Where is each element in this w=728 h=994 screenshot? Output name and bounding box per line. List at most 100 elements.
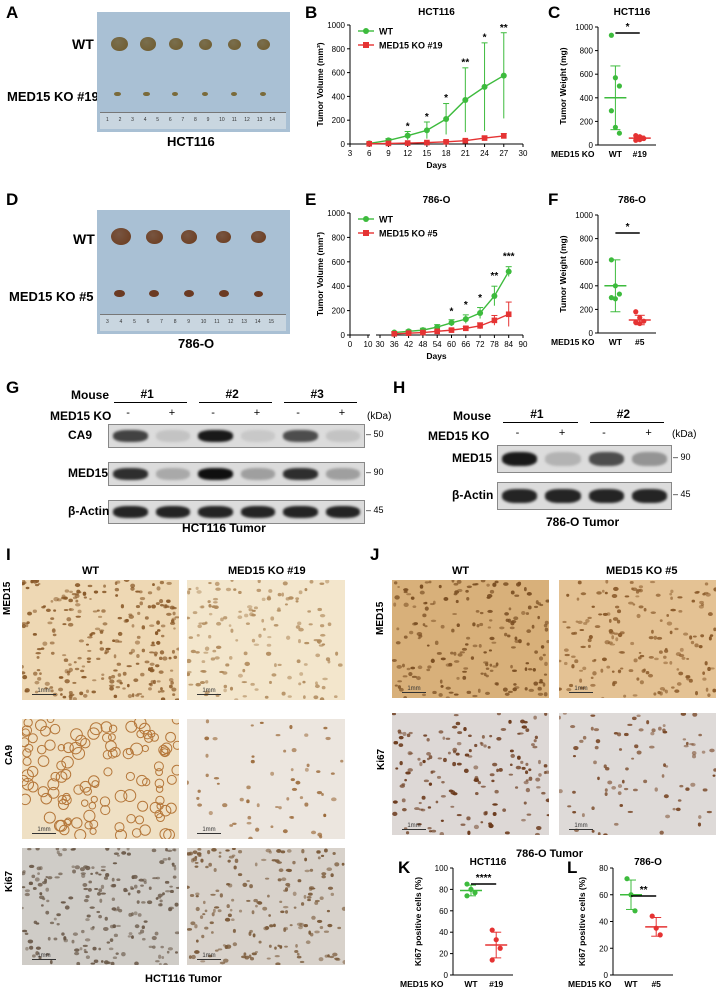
panel-j-cell-nucleus [689,635,693,640]
panel-i-cell-nucleus [197,854,201,857]
panel-j-cell-nucleus [457,653,463,657]
panel-j-cell-nucleus [683,744,689,748]
panel-i-cell-nucleus [36,648,42,651]
panel-i-cell-nucleus [304,869,310,873]
panel-a-ruler-number: 9 [206,117,210,123]
panel-d-ruler-number: 13 [241,319,247,325]
panel-i-cell-membrane [80,799,89,807]
panel-i-cell-membrane [22,725,33,736]
data-point [616,130,622,136]
panel-i-cell-nucleus [22,675,28,680]
panel-j-cell-nucleus [686,676,690,681]
panel-j-cell-nucleus [411,675,417,678]
panel-j-cell-nucleus [669,660,673,665]
panel-j-cell-nucleus [514,686,520,689]
panel-i-cell-nucleus [126,683,130,688]
panel-j-cell-nucleus [638,585,644,589]
panel-j-cell-nucleus [398,735,404,740]
panel-a-caption: HCT116 [167,134,215,149]
panel-j-cell-nucleus [492,582,497,588]
panel-j-cell-nucleus [544,661,548,667]
panel-i-cell-nucleus [250,682,255,686]
panel-j-cell-nucleus [510,664,513,669]
panel-i-cell-nucleus [162,857,168,861]
panel-i-cell-membrane [56,760,67,771]
panel-i-cell-nucleus [114,587,120,592]
panel-i-cell-nucleus [157,629,161,632]
panel-i-cell-nucleus [76,961,81,965]
panel-a-ruler: 1 2 3 4 5 6 7 8 9 10 11 12 13 14 [100,112,286,129]
panel-i-ihc-tile: 1mm [187,719,345,839]
panel-j-cell-nucleus [571,664,575,669]
panel-i-cell-nucleus [195,682,201,687]
panel-j-cell-nucleus [702,788,708,792]
panel-i-cell-nucleus [122,671,127,676]
panel-j-cell-nucleus [445,737,451,740]
panel-j-cell-nucleus [672,807,676,811]
panel-j-cell-nucleus [601,589,605,593]
panel-j-caption: 786-O Tumor [516,848,584,860]
panel-j-cell-nucleus [489,619,493,622]
panel-i-cell-nucleus [151,604,156,609]
panel-j-cell-nucleus [531,624,535,629]
panel-j-cell-nucleus [521,766,526,770]
panel-d-wt-tumor [146,229,163,244]
panel-j-cell-nucleus [653,692,657,696]
panel-i-cell-nucleus [218,855,222,858]
panel-i-cell-nucleus [24,892,30,897]
y-tick-label: 0 [604,971,609,980]
panel-i-cell-nucleus [123,887,128,893]
panel-i-cell-nucleus [164,880,170,884]
panel-j-cell-nucleus [690,782,696,787]
panel-i-cell-nucleus [220,617,224,622]
data-point [477,323,483,329]
panel-i-cell-nucleus [246,821,252,825]
panel-j-cell-nucleus [424,625,428,628]
y-tick-label: 80 [439,885,448,894]
panel-j-cell-nucleus [545,599,549,603]
panel-i-cell-membrane [37,755,50,767]
panel-i-cell-nucleus [238,909,243,913]
panel-j-cell-nucleus [463,768,469,774]
panel-j-cell-nucleus [707,666,711,672]
panel-j-cell-nucleus [483,811,488,816]
panel-i-cell-nucleus [204,690,210,695]
panel-i-cell-nucleus [286,849,292,853]
panel-j-cell-nucleus [475,792,479,796]
panel-i-cell-nucleus [157,690,161,693]
panel-i-cell-nucleus [102,590,107,594]
panel-j-cell-nucleus [638,656,642,660]
panel-j-cell-nucleus [582,666,587,671]
data-point [385,140,392,147]
panel-j-cell-nucleus [620,667,624,670]
panel-i-cell-nucleus [204,926,209,930]
panel-i-cell-nucleus [326,909,330,913]
panel-i-cell-nucleus [341,862,345,866]
panel-i-cell-membrane [22,777,35,791]
panel-i-cell-nucleus [160,945,164,949]
panel-i-cell-nucleus [58,687,64,692]
panel-i-cell-nucleus [277,878,282,882]
panel-i-cell-nucleus [211,605,217,609]
panel-i-cell-nucleus [126,848,130,851]
panel-i-cell-nucleus [248,836,253,839]
x-tick-label: 30 [519,149,528,158]
panel-a-ko-tumor [172,92,179,97]
panel-i-cell-nucleus [121,952,126,957]
panel-i-cell-nucleus [159,599,164,604]
panel-j-cell-nucleus [443,597,449,601]
panel-j-cell-nucleus [489,663,493,667]
panel-i-cell-nucleus [155,664,160,668]
panel-j-cell-nucleus [483,651,487,654]
panel-letter-f: F [548,190,559,209]
panel-j-cell-nucleus [411,622,418,626]
panel-i-cell-nucleus [37,872,40,876]
panel-i-cell-nucleus [139,596,146,601]
panel-i-cell-nucleus [195,651,200,654]
panel-i-cell-nucleus [316,790,323,795]
panel-j-cell-nucleus [398,743,404,748]
panel-i-row-ca9: CA9 [4,744,15,765]
panel-i-cell-nucleus [212,597,219,601]
panel-i-cell-membrane [83,809,96,822]
data-point [633,309,639,315]
